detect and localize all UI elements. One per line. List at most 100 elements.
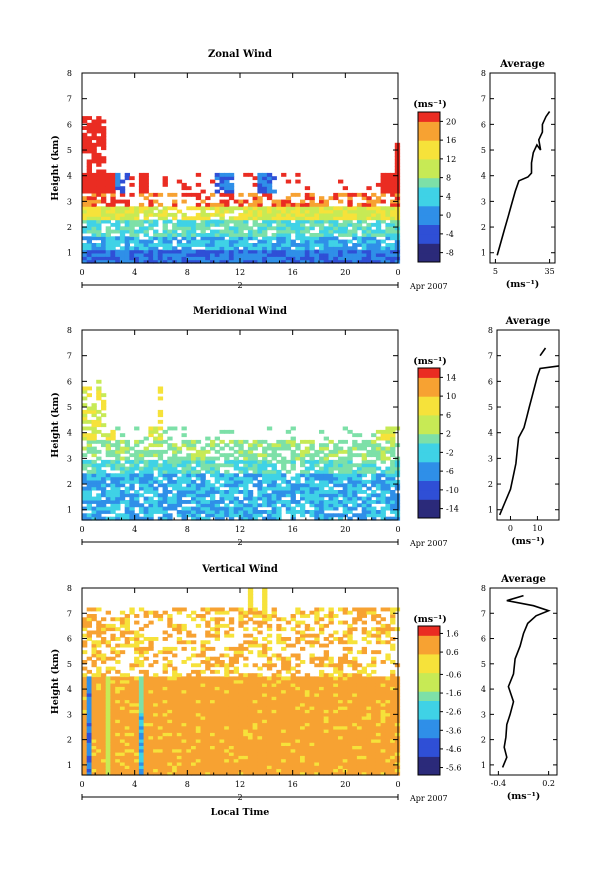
heatmap-cell [191,610,197,615]
heatmap-cell [304,676,311,681]
heatmap-cell [153,676,159,681]
heatmap-cell [347,229,353,234]
heatmap-cell [309,699,315,704]
heatmap-cell [148,503,154,508]
heatmap-cell [243,233,249,237]
heatmap-cell [228,473,235,478]
heatmap-cell [361,196,367,201]
heatmap-cell [157,202,164,207]
heatmap-cell [390,219,396,224]
heatmap-cell [214,745,220,750]
heatmap-cell [101,259,107,264]
heatmap-cell [96,249,102,254]
heatmap-cell [300,683,306,687]
heatmap-cell [328,513,334,518]
heatmap-cell [124,702,130,707]
heatmap-cell [167,459,173,464]
heatmap-cell [82,182,88,187]
heatmap-cell [200,758,206,763]
heatmap-cell [96,172,102,177]
heatmap-cell [134,686,140,691]
heatmap-cell [314,742,320,746]
heatmap-cell [138,696,145,701]
heatmap-cell [172,666,178,671]
heatmap-cell [200,643,206,648]
heatmap-cell [224,253,230,257]
heatmap-cell [394,219,401,224]
heatmap-cell [309,732,315,737]
heatmap-cell [148,459,154,464]
heatmap-cell [295,702,301,707]
heatmap-cell [375,510,382,514]
heatmap-cell [319,249,325,254]
heatmap-cell [162,496,168,501]
heatmap-cell [110,466,116,471]
heatmap-cell [214,503,220,508]
heatmap-cell [266,219,273,224]
heatmap-cell [228,249,235,254]
heatmap-cell [224,490,230,494]
heatmap-cell [195,493,202,498]
heatmap-cell [186,706,192,710]
heatmap-cell [129,500,135,504]
heatmap-cell [172,722,178,727]
heatmap-cell [366,253,372,257]
heatmap-cell [91,449,97,454]
heatmap-cell [352,236,358,241]
heatmap-cell [356,486,363,491]
heatmap-cell [195,709,202,714]
heatmap-cell [243,463,249,468]
heatmap-cell [181,627,187,632]
heatmap-cell [238,722,244,727]
heatmap-cell [191,676,197,681]
heatmap-cell [342,426,348,431]
heatmap-cell [319,243,325,247]
heatmap-cell [210,617,216,622]
heatmap-cell [167,646,173,651]
heatmap-cell [191,446,197,451]
heatmap-cell [304,696,311,701]
heatmap-cell [266,239,273,244]
heatmap-cell [205,676,211,681]
heatmap-cell [110,617,116,622]
heatmap-cell [219,745,225,750]
x-tick-label: 0 [395,268,400,277]
heatmap-cell [247,692,254,697]
heatmap-cell [333,463,339,468]
heatmap-cell [129,176,135,181]
heatmap-cell [304,702,311,707]
heatmap-cell [233,199,239,204]
heatmap-cell [96,189,102,194]
heatmap-cell [82,149,88,154]
heatmap-cell [257,666,263,671]
heatmap-cell [319,706,325,710]
heatmap-cell [252,607,258,612]
heatmap-cell [262,719,268,724]
heatmap-cell [285,620,292,625]
heatmap-cell [172,496,178,501]
heatmap-cell [115,446,121,451]
heatmap-cell [176,469,183,474]
heatmap-cell [257,513,263,518]
heatmap-cell [309,249,315,254]
heatmap-cell [290,222,296,227]
heatmap-cell [309,768,315,773]
heatmap-cell [228,510,235,514]
heatmap-cell [119,483,126,488]
colorbar-swatch [418,252,440,263]
heatmap-cell [319,679,325,684]
heatmap-cell [295,630,301,635]
heatmap-cell [143,469,149,474]
heatmap-cell [271,761,277,766]
heatmap-cell [148,249,154,254]
heatmap-cell [375,486,382,491]
heatmap-cell [119,490,126,494]
heatmap-cell [210,683,216,687]
heatmap-cell [304,689,311,694]
colorbar-swatch [418,149,440,160]
heatmap-cell [176,222,183,227]
heatmap-cell [285,666,292,671]
heatmap-cell [115,748,121,753]
heatmap-cell [214,607,220,612]
heatmap-cell [129,761,135,766]
